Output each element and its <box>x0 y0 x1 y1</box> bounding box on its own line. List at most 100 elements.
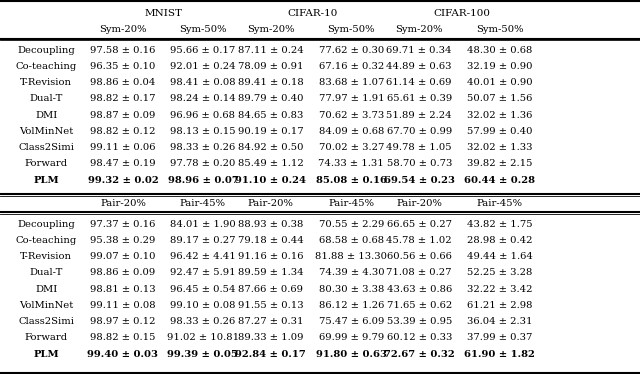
Text: VolMinNet: VolMinNet <box>19 301 73 310</box>
Text: 89.41 ± 0.18: 89.41 ± 0.18 <box>238 78 303 87</box>
Text: 77.97 ± 1.91: 77.97 ± 1.91 <box>319 94 384 104</box>
Text: 57.99 ± 0.40: 57.99 ± 0.40 <box>467 127 532 136</box>
Text: Class2Simi: Class2Simi <box>18 317 74 326</box>
Text: 52.25 ± 3.28: 52.25 ± 3.28 <box>467 268 532 278</box>
Text: Sym-20%: Sym-20% <box>99 25 147 34</box>
Text: Pair-45%: Pair-45% <box>328 199 374 208</box>
Text: DMI: DMI <box>35 111 57 120</box>
Text: 32.19 ± 0.90: 32.19 ± 0.90 <box>467 62 532 71</box>
Text: 60.56 ± 0.66: 60.56 ± 0.66 <box>387 252 452 261</box>
Text: 91.80 ± 0.63: 91.80 ± 0.63 <box>316 350 387 359</box>
Text: 70.55 ± 2.29: 70.55 ± 2.29 <box>319 220 384 229</box>
Text: 88.93 ± 0.38: 88.93 ± 0.38 <box>238 220 303 229</box>
Text: 49.78 ± 1.05: 49.78 ± 1.05 <box>387 143 452 152</box>
Text: 99.11 ± 0.06: 99.11 ± 0.06 <box>90 143 156 152</box>
Text: 36.04 ± 2.31: 36.04 ± 2.31 <box>467 317 532 326</box>
Text: 98.33 ± 0.26: 98.33 ± 0.26 <box>170 317 236 326</box>
Text: 75.47 ± 6.09: 75.47 ± 6.09 <box>319 317 384 326</box>
Text: 98.87 ± 0.09: 98.87 ± 0.09 <box>90 111 156 120</box>
Text: 39.82 ± 2.15: 39.82 ± 2.15 <box>467 159 532 169</box>
Text: 60.12 ± 0.33: 60.12 ± 0.33 <box>387 333 452 343</box>
Text: Pair-45%: Pair-45% <box>180 199 226 208</box>
Text: 83.68 ± 1.07: 83.68 ± 1.07 <box>319 78 384 87</box>
Text: 84.92 ± 0.50: 84.92 ± 0.50 <box>238 143 303 152</box>
Text: Sym-50%: Sym-50% <box>476 25 524 34</box>
Text: PLM: PLM <box>33 350 59 359</box>
Text: CIFAR-10: CIFAR-10 <box>287 9 337 18</box>
Text: 97.78 ± 0.20: 97.78 ± 0.20 <box>170 159 236 169</box>
Text: 58.70 ± 0.73: 58.70 ± 0.73 <box>387 159 452 169</box>
Text: 91.55 ± 0.13: 91.55 ± 0.13 <box>238 301 303 310</box>
Text: 98.82 ± 0.15: 98.82 ± 0.15 <box>90 333 156 343</box>
Text: 53.39 ± 0.95: 53.39 ± 0.95 <box>387 317 452 326</box>
Text: 44.89 ± 0.63: 44.89 ± 0.63 <box>387 62 452 71</box>
Text: Class2Simi: Class2Simi <box>18 143 74 152</box>
Text: Sym-50%: Sym-50% <box>179 25 227 34</box>
Text: 28.98 ± 0.42: 28.98 ± 0.42 <box>467 236 532 245</box>
Text: 69.71 ± 0.34: 69.71 ± 0.34 <box>387 46 452 55</box>
Text: 61.21 ± 2.98: 61.21 ± 2.98 <box>467 301 532 310</box>
Text: 74.39 ± 4.30: 74.39 ± 4.30 <box>319 268 384 278</box>
Text: 96.45 ± 0.54: 96.45 ± 0.54 <box>170 285 236 294</box>
Text: Forward: Forward <box>24 159 68 169</box>
Text: 95.38 ± 0.29: 95.38 ± 0.29 <box>90 236 156 245</box>
Text: 84.09 ± 0.68: 84.09 ± 0.68 <box>319 127 384 136</box>
Text: 99.07 ± 0.10: 99.07 ± 0.10 <box>90 252 156 261</box>
Text: 71.08 ± 0.27: 71.08 ± 0.27 <box>387 268 452 278</box>
Text: 98.86 ± 0.09: 98.86 ± 0.09 <box>90 268 156 278</box>
Text: 68.58 ± 0.68: 68.58 ± 0.68 <box>319 236 384 245</box>
Text: 40.01 ± 0.90: 40.01 ± 0.90 <box>467 78 532 87</box>
Text: 78.09 ± 0.91: 78.09 ± 0.91 <box>238 62 303 71</box>
Text: 70.62 ± 3.73: 70.62 ± 3.73 <box>319 111 384 120</box>
Text: 67.70 ± 0.99: 67.70 ± 0.99 <box>387 127 452 136</box>
Text: MNIST: MNIST <box>144 9 182 18</box>
Text: 72.67 ± 0.32: 72.67 ± 0.32 <box>384 350 454 359</box>
Text: 81.88 ± 13.30: 81.88 ± 13.30 <box>316 252 387 261</box>
Text: DMI: DMI <box>35 285 57 294</box>
Text: Pair-20%: Pair-20% <box>396 199 442 208</box>
Text: Decoupling: Decoupling <box>17 220 75 229</box>
Text: 89.59 ± 1.34: 89.59 ± 1.34 <box>238 268 303 278</box>
Text: VolMinNet: VolMinNet <box>19 127 73 136</box>
Text: 98.47 ± 0.19: 98.47 ± 0.19 <box>90 159 156 169</box>
Text: 43.82 ± 1.75: 43.82 ± 1.75 <box>467 220 532 229</box>
Text: 98.33 ± 0.26: 98.33 ± 0.26 <box>170 143 236 152</box>
Text: 69.99 ± 9.79: 69.99 ± 9.79 <box>319 333 384 343</box>
Text: 84.01 ± 1.90: 84.01 ± 1.90 <box>170 220 236 229</box>
Text: 77.62 ± 0.30: 77.62 ± 0.30 <box>319 46 384 55</box>
Text: 96.35 ± 0.10: 96.35 ± 0.10 <box>90 62 156 71</box>
Text: 99.39 ± 0.05: 99.39 ± 0.05 <box>168 350 238 359</box>
Text: 66.65 ± 0.27: 66.65 ± 0.27 <box>387 220 452 229</box>
Text: 97.58 ± 0.16: 97.58 ± 0.16 <box>90 46 156 55</box>
Text: CIFAR-100: CIFAR-100 <box>433 9 491 18</box>
Text: 51.89 ± 2.24: 51.89 ± 2.24 <box>387 111 452 120</box>
Text: 61.14 ± 0.69: 61.14 ± 0.69 <box>387 78 452 87</box>
Text: 92.84 ± 0.17: 92.84 ± 0.17 <box>236 350 306 359</box>
Text: 49.44 ± 1.64: 49.44 ± 1.64 <box>467 252 532 261</box>
Text: T-Revision: T-Revision <box>20 78 72 87</box>
Text: 87.27 ± 0.31: 87.27 ± 0.31 <box>238 317 303 326</box>
Text: 98.13 ± 0.15: 98.13 ± 0.15 <box>170 127 236 136</box>
Text: 84.65 ± 0.83: 84.65 ± 0.83 <box>238 111 303 120</box>
Text: 32.02 ± 1.36: 32.02 ± 1.36 <box>467 111 532 120</box>
Text: 98.86 ± 0.04: 98.86 ± 0.04 <box>90 78 156 87</box>
Text: 96.42 ± 4.41: 96.42 ± 4.41 <box>170 252 236 261</box>
Text: Sym-20%: Sym-20% <box>247 25 294 34</box>
Text: 99.40 ± 0.03: 99.40 ± 0.03 <box>88 350 158 359</box>
Text: 89.17 ± 0.27: 89.17 ± 0.27 <box>170 236 236 245</box>
Text: 61.90 ± 1.82: 61.90 ± 1.82 <box>465 350 535 359</box>
Text: Pair-20%: Pair-20% <box>100 199 146 208</box>
Text: 92.01 ± 0.24: 92.01 ± 0.24 <box>170 62 236 71</box>
Text: 98.82 ± 0.17: 98.82 ± 0.17 <box>90 94 156 104</box>
Text: Sym-50%: Sym-50% <box>328 25 375 34</box>
Text: 87.11 ± 0.24: 87.11 ± 0.24 <box>238 46 303 55</box>
Text: 99.10 ± 0.08: 99.10 ± 0.08 <box>170 301 236 310</box>
Text: 79.18 ± 0.44: 79.18 ± 0.44 <box>238 236 303 245</box>
Text: Co-teaching: Co-teaching <box>15 236 77 245</box>
Text: 98.24 ± 0.14: 98.24 ± 0.14 <box>170 94 236 104</box>
Text: 99.11 ± 0.08: 99.11 ± 0.08 <box>90 301 156 310</box>
Text: 85.49 ± 1.12: 85.49 ± 1.12 <box>238 159 303 169</box>
Text: Co-teaching: Co-teaching <box>15 62 77 71</box>
Text: 86.12 ± 1.26: 86.12 ± 1.26 <box>319 301 384 310</box>
Text: PLM: PLM <box>33 176 59 185</box>
